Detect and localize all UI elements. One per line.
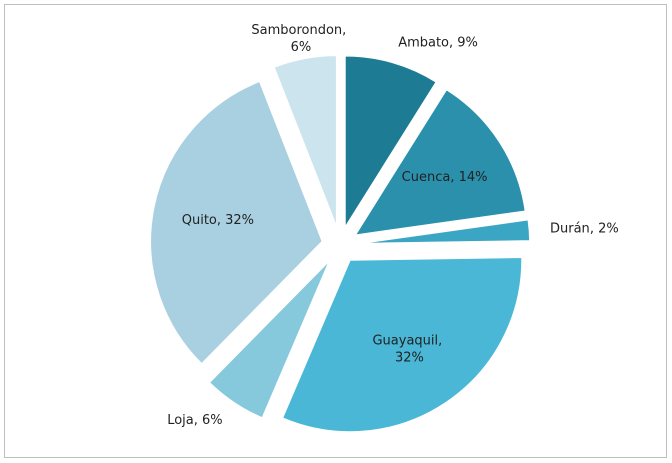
pie-slice [353, 88, 527, 237]
value-label: 6% [291, 40, 312, 55]
category-label: Cuenca [402, 170, 451, 185]
separator: , [217, 212, 225, 227]
category-label: Quito [182, 212, 217, 227]
pie-slice [357, 218, 531, 245]
category-label: Ambato [398, 35, 449, 50]
data-label: Ambato, 9% [398, 35, 478, 50]
pie-slice [208, 259, 331, 420]
value-label: 9% [457, 35, 478, 50]
pie-slice [344, 54, 438, 231]
data-label: Quito, 32% [182, 212, 254, 227]
data-label: Loja, 6% [167, 412, 222, 427]
data-label: Guayaquil, 32% [372, 333, 446, 365]
separator: , [590, 221, 598, 236]
value-label: 14% [459, 170, 488, 185]
category-label: Loja [167, 412, 194, 427]
data-label: Samborondon, 6% [251, 23, 350, 55]
pie-slice [281, 256, 523, 433]
separator: , [449, 35, 457, 50]
pie-slice [272, 54, 338, 228]
category-label: Guayaquil [372, 333, 438, 348]
value-label: 32% [395, 350, 424, 365]
separator: , [438, 333, 446, 348]
separator: , [194, 412, 202, 427]
value-label: 6% [202, 412, 223, 427]
value-label: 32% [225, 212, 254, 227]
pie-slice [149, 80, 324, 366]
separator: , [450, 170, 458, 185]
separator: , [342, 23, 350, 38]
category-label: Samborondon [251, 23, 342, 38]
data-label: Durán, 2% [550, 221, 619, 236]
data-label: Cuenca, 14% [402, 170, 488, 185]
value-label: 2% [598, 221, 619, 236]
category-label: Durán [550, 221, 590, 236]
